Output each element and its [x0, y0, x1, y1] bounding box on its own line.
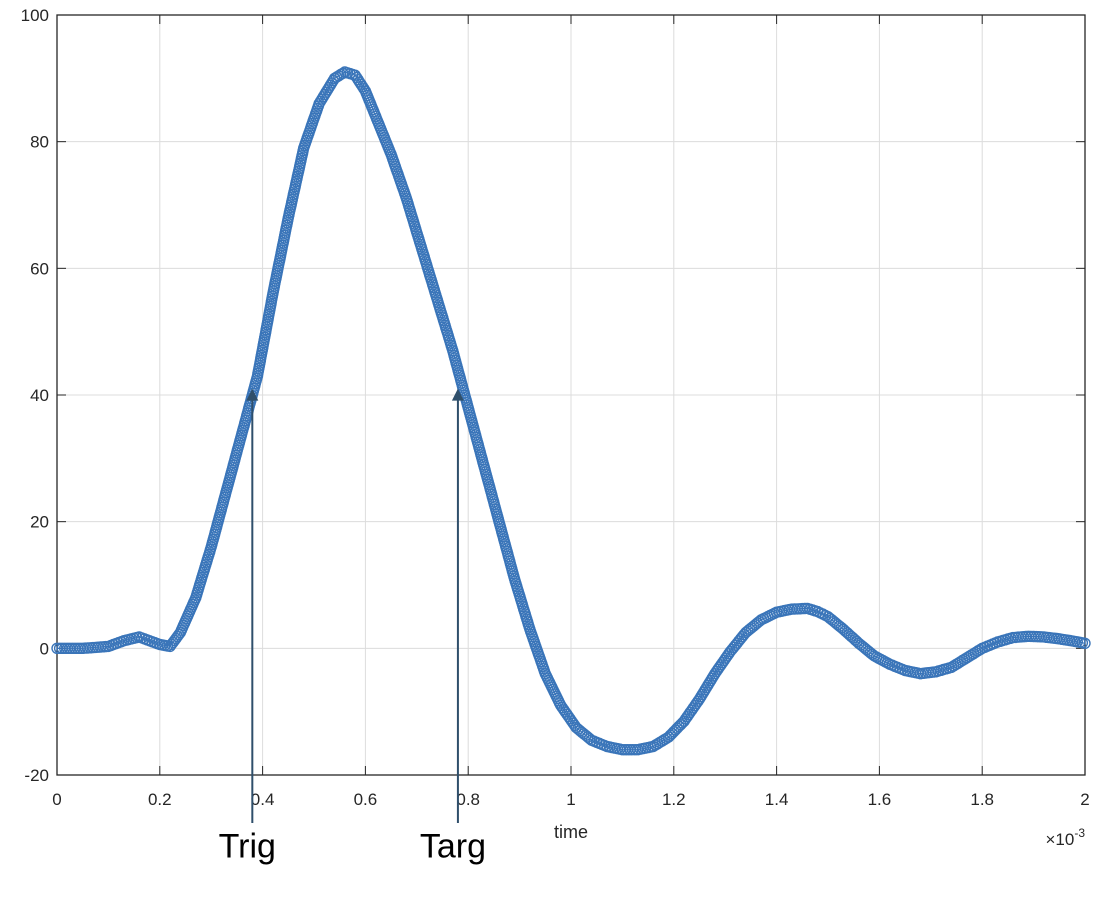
- y-tick-label: 20: [30, 513, 49, 532]
- x-tick-label: 1.2: [662, 790, 686, 809]
- x-tick-label: 1: [566, 790, 575, 809]
- x-exponent-power: -3: [1074, 826, 1085, 840]
- annotations: Trig Targ: [219, 388, 486, 865]
- x-axis-exponent: ×10-3: [1045, 826, 1085, 849]
- annotation-arrowhead: [451, 388, 464, 401]
- x-tick-label: 0.2: [148, 790, 172, 809]
- y-tick-label: 80: [30, 133, 49, 152]
- axis-ticks: [56, 14, 1086, 776]
- axis-tick-labels: 0 0.2 0.4 0.6 0.8 1 1.2 1.4 1.6 1.8 2-200204060801…: [21, 6, 1090, 809]
- x-tick-label: 0.6: [354, 790, 378, 809]
- x-tick-label: 1.6: [868, 790, 892, 809]
- x-axis-label: time: [554, 822, 588, 842]
- y-tick-label: 40: [30, 386, 49, 405]
- data-series: [51, 66, 1091, 756]
- data-point: [1079, 637, 1091, 649]
- x-tick-label: 2: [1080, 790, 1089, 809]
- x-exponent-base: ×10: [1045, 830, 1074, 849]
- y-tick-label: 0: [40, 639, 49, 658]
- x-tick-label: 0.8: [456, 790, 480, 809]
- annotation-label: Targ: [420, 827, 486, 865]
- x-tick-label: 1.4: [765, 790, 789, 809]
- x-tick-label: 0.4: [251, 790, 275, 809]
- y-tick-label: -20: [24, 766, 49, 785]
- y-tick-label: 60: [30, 259, 49, 278]
- y-tick-label: 100: [21, 6, 49, 25]
- annotation-label: Trig: [219, 827, 276, 865]
- x-tick-label: 0: [52, 790, 61, 809]
- grid-lines: [57, 15, 1085, 775]
- x-tick-label: 1.8: [970, 790, 994, 809]
- annotation-arrowhead: [246, 388, 259, 401]
